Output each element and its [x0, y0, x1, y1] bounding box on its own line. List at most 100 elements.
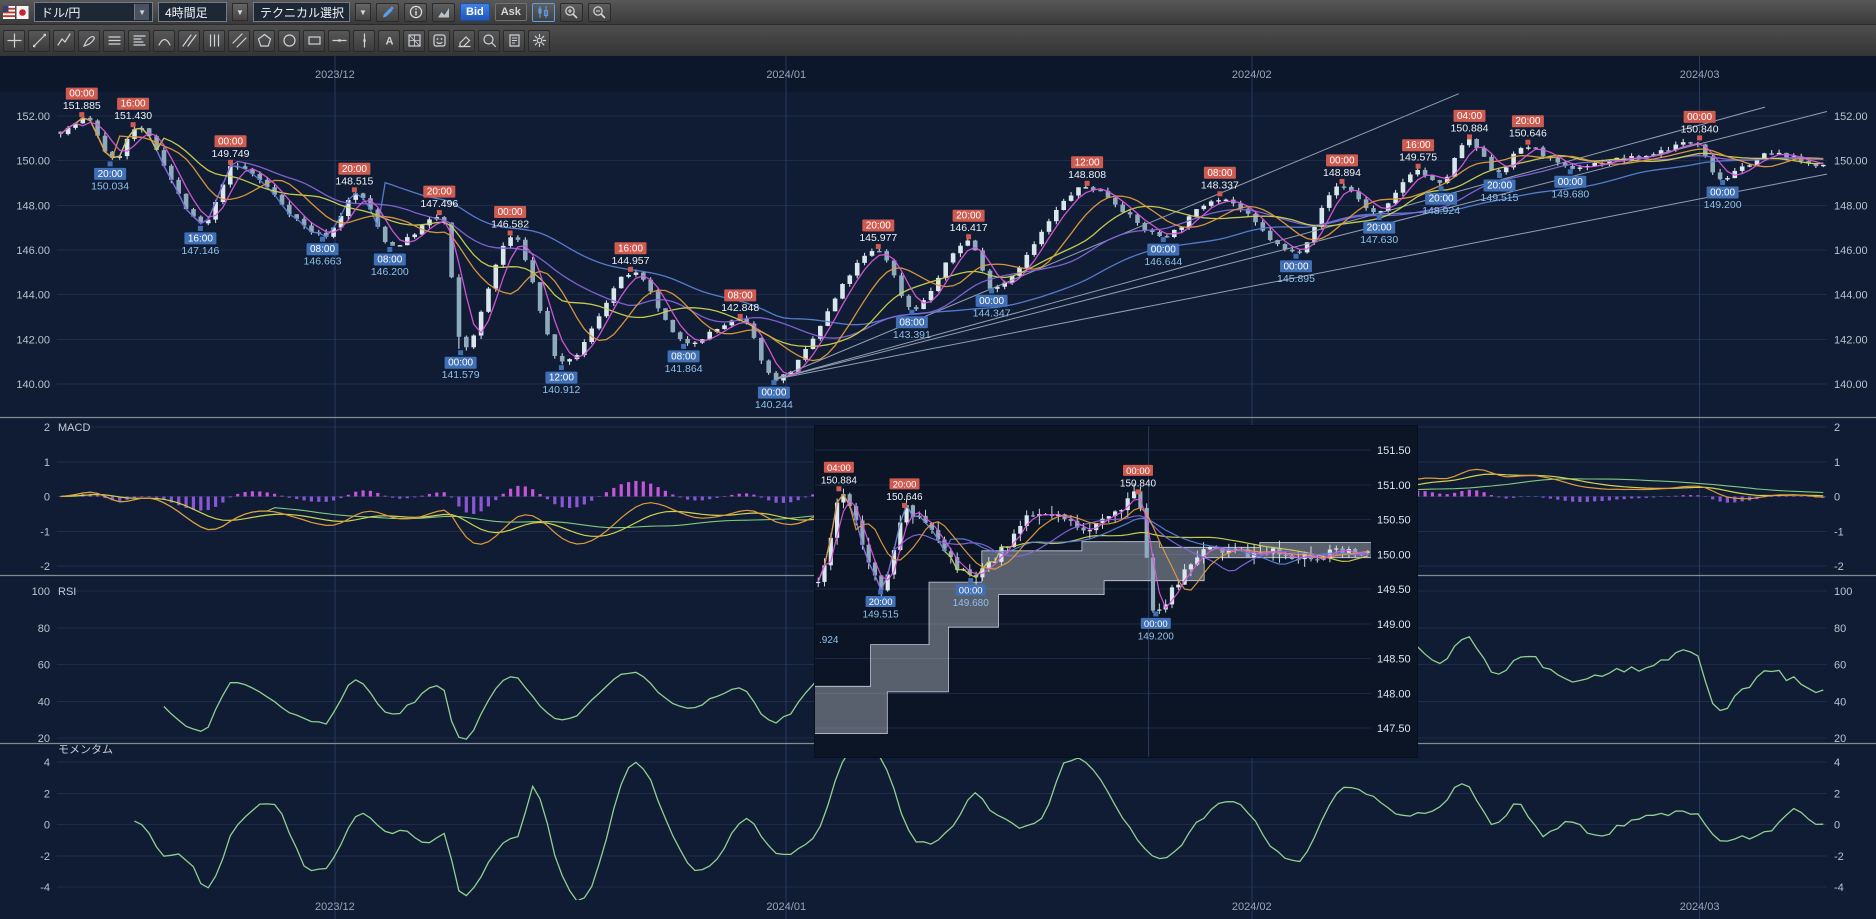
ask-button[interactable]: Ask — [494, 3, 527, 21]
settings-tool[interactable] — [528, 29, 550, 52]
svg-text:146.00: 146.00 — [1834, 245, 1868, 257]
svg-text:60: 60 — [1834, 660, 1846, 672]
svg-text:1: 1 — [44, 457, 50, 469]
timeframe-selector-value: 4時間足 — [165, 5, 208, 20]
svg-text:140.00: 140.00 — [1834, 379, 1868, 391]
svg-text:08:00: 08:00 — [310, 244, 335, 255]
svg-text:146.644: 146.644 — [1144, 256, 1182, 268]
svg-text:152.00: 152.00 — [1834, 111, 1868, 123]
svg-text:20:00: 20:00 — [1515, 116, 1540, 127]
pair-selector[interactable]: ドル/円 ▼ — [34, 2, 153, 22]
vertical-grid-tool[interactable] — [203, 29, 225, 52]
draw-pencil-button[interactable] — [376, 2, 399, 22]
svg-text:148.808: 148.808 — [1068, 169, 1106, 181]
svg-text:0: 0 — [44, 492, 50, 504]
moving-averages-layer — [60, 117, 1824, 376]
svg-text:20:00: 20:00 — [1487, 181, 1512, 192]
svg-text:140.912: 140.912 — [542, 384, 580, 396]
area-chart-icon — [437, 8, 449, 18]
arc-tool[interactable] — [153, 29, 175, 52]
rectangle-icon — [307, 36, 321, 45]
zoom-inset-window[interactable]: 04:00 150.884 20:00 149.515 20:00 150.646 00:0… — [814, 425, 1418, 758]
eraser-tool[interactable] — [453, 29, 475, 52]
svg-text:20:00: 20:00 — [1429, 194, 1454, 205]
svg-text:143.391: 143.391 — [893, 329, 931, 341]
zoom-out-button[interactable] — [587, 2, 611, 22]
svg-text:2024/03: 2024/03 — [1680, 69, 1720, 81]
text-tool[interactable]: A — [378, 29, 400, 52]
inset-price-axis[interactable]: 151.50 151.00 150.50 150.00 149.50 149.00 148.… — [1377, 445, 1411, 735]
svg-text:08:00: 08:00 — [671, 351, 696, 362]
cloud-upper-edge — [815, 541, 1371, 687]
svg-text:2024/02: 2024/02 — [1232, 69, 1272, 81]
horizontal-line-tool[interactable] — [328, 29, 350, 52]
note-tool[interactable] — [503, 29, 525, 52]
price-axis[interactable]: 152.00 152.00 150.00 150.00 148.00 148.00 146.… — [16, 111, 1867, 391]
rectangle-tool[interactable] — [303, 29, 325, 52]
trendline-tool[interactable] — [28, 29, 50, 52]
svg-text:150.00: 150.00 — [1377, 549, 1411, 561]
svg-text:20:00: 20:00 — [1367, 223, 1392, 234]
pentagon-tool[interactable] — [253, 29, 275, 52]
timeframe-selector[interactable]: 4時間足 — [158, 2, 227, 22]
horizontal-grid-tool[interactable] — [103, 29, 125, 52]
technical-dropdown-button[interactable]: ▼ — [355, 3, 371, 21]
svg-text:146.417: 146.417 — [950, 222, 988, 234]
timeframe-dropdown-button[interactable]: ▼ — [232, 3, 248, 21]
svg-text:20:00: 20:00 — [98, 169, 123, 180]
svg-text:147.496: 147.496 — [420, 198, 458, 210]
svg-text:RSI: RSI — [58, 586, 76, 598]
zoom-out-icon — [593, 6, 606, 19]
freehand-tool[interactable] — [78, 29, 100, 52]
svg-text:146.663: 146.663 — [304, 256, 342, 268]
area-chart-button[interactable] — [432, 2, 455, 22]
bid-button[interactable]: Bid — [460, 3, 490, 21]
svg-text:-2: -2 — [40, 561, 50, 573]
crosshair-tool[interactable] — [3, 29, 25, 52]
svg-text:149.575: 149.575 — [1399, 152, 1437, 164]
technical-selector[interactable]: テクニカル選択 — [253, 2, 350, 22]
inset-moving-averages — [817, 493, 1368, 610]
svg-text:100: 100 — [32, 586, 50, 598]
svg-text:00:00: 00:00 — [69, 89, 94, 100]
svg-text:-1: -1 — [1834, 526, 1844, 538]
date-axis[interactable]: 2023/12 2023/12 2024/01 2024/01 2024/02 2024/… — [315, 69, 1719, 913]
svg-text:0: 0 — [44, 820, 50, 832]
info-button[interactable] — [404, 2, 427, 22]
svg-text:151.885: 151.885 — [63, 100, 101, 112]
svg-text:00:00: 00:00 — [448, 358, 473, 369]
svg-text:00:00: 00:00 — [1710, 188, 1735, 199]
svg-text:40: 40 — [38, 696, 50, 708]
parallel-lines-tool[interactable] — [178, 29, 200, 52]
vertical-line-icon — [362, 33, 366, 48]
svg-text:60: 60 — [38, 660, 50, 672]
svg-text:148.00: 148.00 — [1377, 688, 1411, 700]
svg-text:2023/12: 2023/12 — [315, 901, 355, 913]
zoom-area-tool[interactable] — [478, 29, 500, 52]
svg-text:144.957: 144.957 — [612, 255, 650, 267]
vertical-line-tool[interactable] — [353, 29, 375, 52]
svg-text:150.884: 150.884 — [821, 475, 858, 486]
icon-stamp-tool[interactable] — [428, 29, 450, 52]
fib-lines-tool[interactable] — [128, 29, 150, 52]
svg-text:4: 4 — [44, 757, 50, 769]
svg-text:140.00: 140.00 — [16, 379, 50, 391]
svg-text:.924: .924 — [819, 635, 839, 646]
svg-text:2: 2 — [1834, 788, 1840, 800]
pair-selector-value: ドル/円 — [41, 5, 81, 20]
svg-text:2: 2 — [44, 788, 50, 800]
zoom-in-button[interactable] — [559, 2, 583, 22]
candle-chart-button[interactable] — [531, 2, 555, 22]
svg-text:144.00: 144.00 — [16, 290, 50, 302]
svg-text:4: 4 — [1834, 757, 1840, 769]
polyline-tool[interactable] — [53, 29, 75, 52]
trendline-icon — [32, 33, 46, 48]
swing-annotations: 00:00151.88520:00150.03416:00151.43016:0… — [63, 87, 1742, 411]
channel-tool[interactable] — [228, 29, 250, 52]
gann-grid-tool[interactable] — [403, 29, 425, 52]
svg-text:149.680: 149.680 — [953, 598, 990, 609]
ellipse-tool[interactable] — [278, 29, 300, 52]
